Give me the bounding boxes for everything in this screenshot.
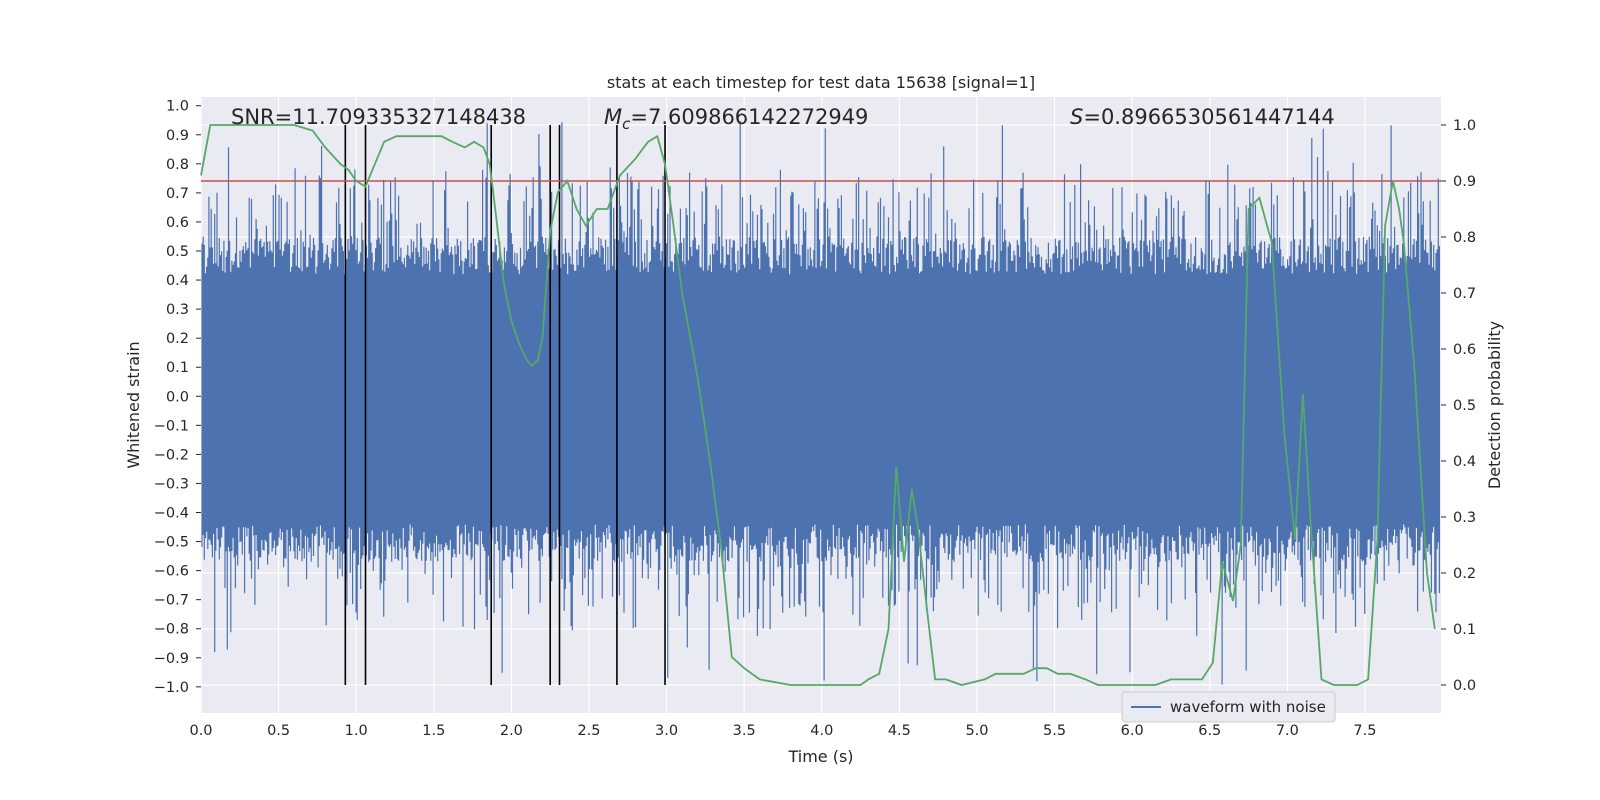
y-tick-label: −0.8 [154, 622, 189, 638]
y2-tick-label: 0.4 [1453, 454, 1476, 470]
y-tick-label: 0.6 [166, 215, 189, 231]
y2-tick-label: 0.2 [1453, 566, 1476, 582]
y-tick-label: 0.4 [166, 273, 189, 289]
significance-annotation: S=0.8966530561447144 [1070, 105, 1335, 129]
y-tick-label: 0.5 [166, 244, 189, 260]
x-tick-label: 3.0 [655, 723, 678, 739]
x-tick-label: 5.0 [965, 723, 988, 739]
x-tick-label: 4.0 [810, 723, 833, 739]
x-tick-label: 2.5 [577, 723, 600, 739]
x-tick-label: 4.5 [888, 723, 911, 739]
x-axis-label: Time (s) [787, 747, 853, 766]
vertical-markers [344, 125, 666, 685]
y2-tick-label: 0.1 [1453, 622, 1476, 638]
x-tick-label: 1.0 [345, 723, 368, 739]
y-tick-label: 0.3 [166, 302, 189, 318]
y2-axis-label: Detection probability [1485, 321, 1504, 489]
y2-tick-label: 0.0 [1453, 678, 1476, 694]
x-tick-label: 6.5 [1198, 723, 1221, 739]
y-tick-label: −0.7 [154, 593, 189, 609]
waveform-series [201, 120, 1440, 685]
y-tick-label: 0.1 [166, 360, 189, 376]
x-tick-label: 2.0 [500, 723, 523, 739]
y-tick-label: −0.9 [154, 651, 189, 667]
x-axis-ticks: 0.0 0.5 1.0 1.5 2.0 2.5 3.0 3.5 4.0 4.5 5.0 5.5 6.0 6… [189, 723, 1376, 739]
x-tick-label: 0.0 [189, 723, 212, 739]
x-tick-label: 0.5 [267, 723, 290, 739]
y-tick-label: −0.2 [154, 447, 189, 463]
y-tick-label: 0.8 [166, 157, 189, 173]
y-tick-label: −0.6 [154, 564, 189, 580]
chart-title: stats at each timestep for test data 156… [607, 73, 1035, 92]
detection-probability-line [200, 124, 1436, 686]
legend-label: waveform with noise [1170, 698, 1326, 716]
legend: waveform with noise [1121, 691, 1336, 723]
legend-box [1121, 691, 1336, 723]
y-axis-ticks: 1.0 0.9 0.8 0.7 0.6 0.5 0.4 0.3 0.2 0.1 0.0 −0.1 −0.… [154, 99, 201, 696]
x-tick-label: 7.5 [1353, 723, 1376, 739]
chirp-mass-symbol: M [604, 105, 622, 129]
y-axis-label: Whitened strain [124, 341, 143, 468]
x-tick-label: 5.5 [1043, 723, 1066, 739]
y2-tick-label: 0.5 [1453, 398, 1476, 414]
x-tick-label: 6.0 [1121, 723, 1144, 739]
y-tick-label: 0.9 [166, 128, 189, 144]
y-tick-label: −0.4 [154, 506, 189, 522]
y-tick-label: −0.3 [154, 476, 189, 492]
y2-tick-label: 0.3 [1453, 510, 1476, 526]
chirp-mass-annotation: Mc=7.609866142272949 [604, 105, 868, 133]
y2-tick-label: 0.8 [1453, 230, 1476, 246]
significance-value: =0.8966530561447144 [1083, 105, 1334, 129]
y-tick-label: 0.0 [166, 389, 189, 405]
chirp-mass-value: =7.609866142272949 [630, 105, 868, 129]
y-tick-label: 1.0 [166, 99, 189, 115]
y2-tick-label: 0.6 [1453, 342, 1476, 358]
y2-tick-label: 1.0 [1453, 118, 1476, 134]
y2-tick-label: 0.7 [1453, 286, 1476, 302]
y-tick-label: −0.5 [154, 535, 189, 551]
y2-tick-label: 0.9 [1453, 174, 1476, 190]
y2-axis-ticks: 1.0 0.9 0.8 0.7 0.6 0.5 0.4 0.3 0.2 0.1 0.0 [1441, 118, 1476, 694]
y-tick-label: 0.7 [166, 186, 189, 202]
x-tick-label: 7.0 [1276, 723, 1299, 739]
y-tick-label: −0.1 [154, 418, 189, 434]
snr-annotation: SNR=11.709335327148438 [231, 105, 526, 129]
x-tick-label: 3.5 [733, 723, 756, 739]
waveform-bars [201, 120, 1440, 685]
y-tick-label: −1.0 [154, 680, 189, 696]
x-tick-label: 1.5 [422, 723, 445, 739]
chirp-mass-subscript: c [622, 115, 631, 133]
y-tick-label: 0.2 [166, 331, 189, 347]
significance-symbol: S [1070, 105, 1083, 129]
